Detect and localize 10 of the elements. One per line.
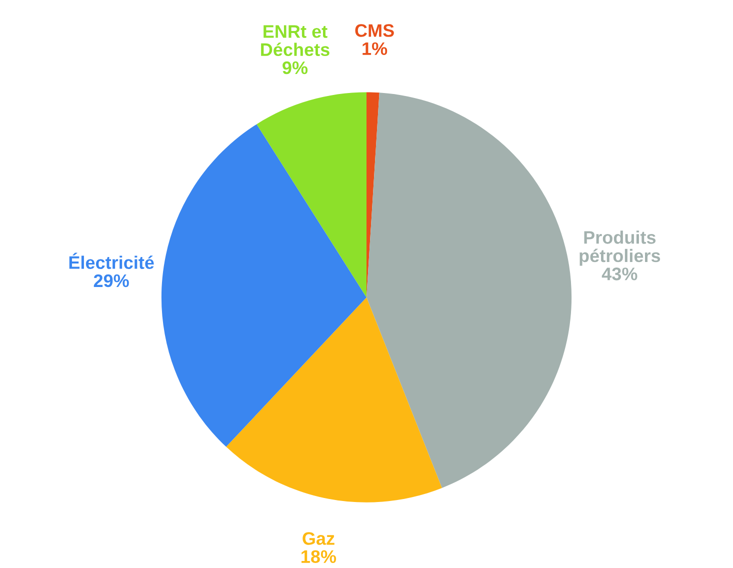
slice-label: ENRt et Déchets bbox=[261, 25, 330, 56]
data-label: 29% bbox=[94, 274, 129, 288]
slice-label: Électricité bbox=[69, 252, 154, 269]
slice-label: Gaz bbox=[302, 532, 334, 545]
data-label: 9% bbox=[282, 61, 308, 74]
data-label: 1% bbox=[362, 42, 388, 56]
data-label: 18% bbox=[302, 550, 336, 564]
slice-label: CMS bbox=[355, 24, 394, 37]
slice-label: Produits pétroliers bbox=[580, 230, 660, 266]
data-label: 43% bbox=[602, 268, 638, 280]
